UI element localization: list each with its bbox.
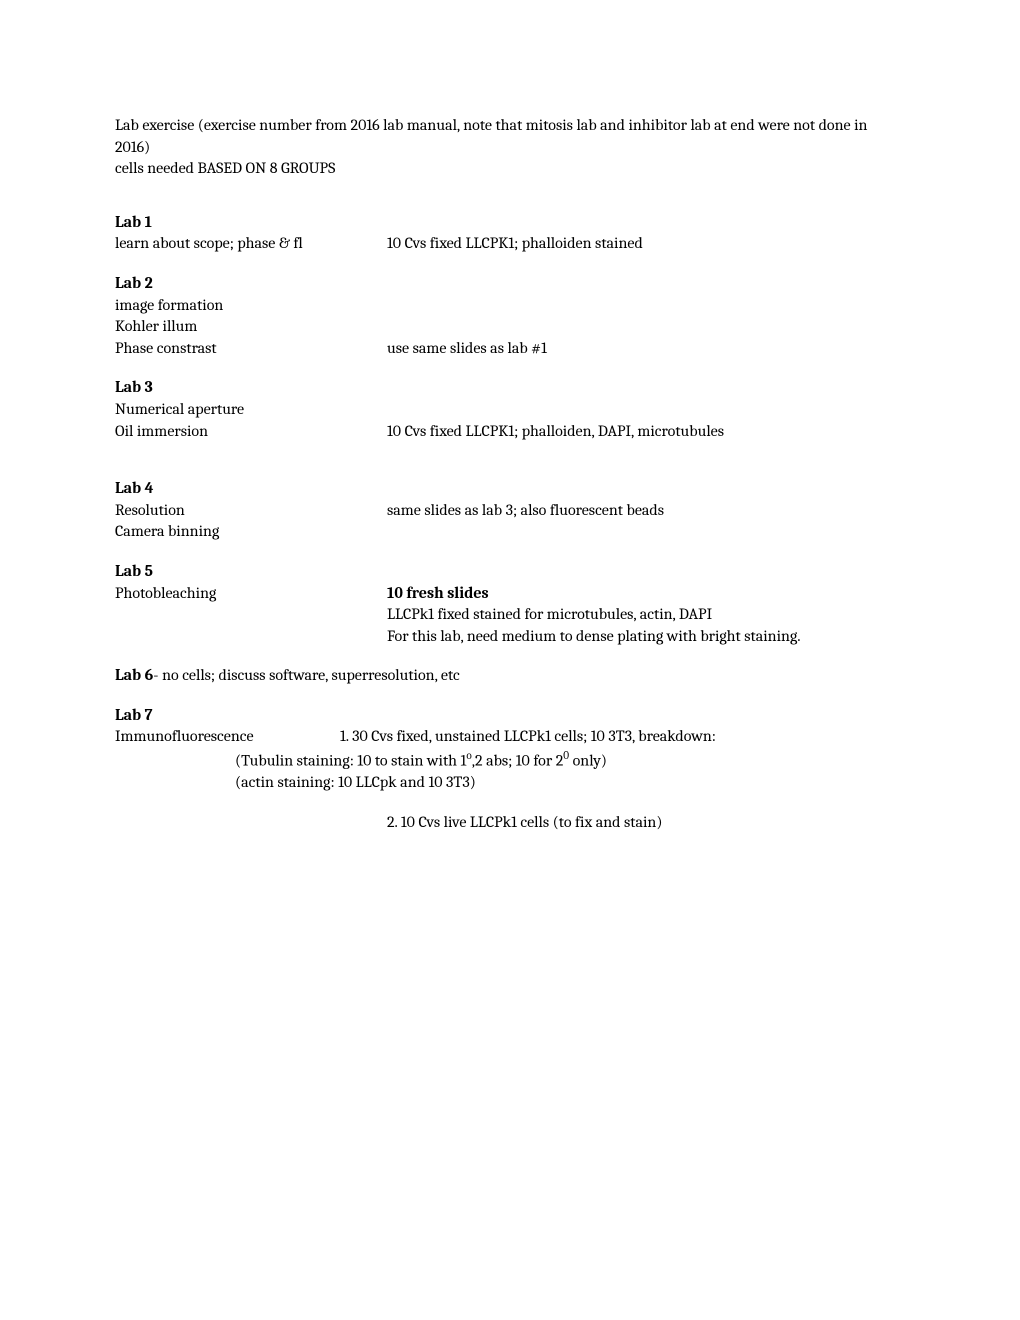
lab7-indent1: (Tubulin staining: 10 to stain with 1o,2… <box>115 748 905 772</box>
lab5-section: Lab 5 Photobleaching 10 fresh slides LLC… <box>115 561 905 647</box>
lab7-spacer <box>115 794 905 812</box>
lab7-indent1-mid: ,2 abs; 10 for 2 <box>472 751 564 769</box>
lab5-right-line2: LLCPk1 fixed stained for microtubules, a… <box>387 604 905 626</box>
lab3-right: 10 Cvs fixed LLCPK1; phalloiden, DAPI, m… <box>387 421 905 443</box>
lab3-section: Lab 3 Numerical aperture Oil immersion 1… <box>115 377 905 442</box>
lab7-row2-left <box>115 812 387 834</box>
lab6-section: Lab 6- no cells; discuss software, super… <box>115 665 905 687</box>
lab3-row: Oil immersion 10 Cvs fixed LLCPK1; phall… <box>115 421 905 443</box>
lab2-section: Lab 2 image formation Kohler illum Phase… <box>115 273 905 359</box>
lab4-line2: Camera binning <box>115 521 905 543</box>
lab4-left: Resolution <box>115 500 387 522</box>
lab5-row: Photobleaching 10 fresh slides LLCPk1 fi… <box>115 583 905 648</box>
lab5-right-col: 10 fresh slides LLCPk1 fixed stained for… <box>387 583 905 648</box>
lab3-title: Lab 3 <box>115 377 905 399</box>
lab2-title: Lab 2 <box>115 273 905 295</box>
lab4-title: Lab 4 <box>115 478 905 500</box>
lab7-section: Lab 7 Immunofluorescence 1. 30 Cvs fixed… <box>115 705 905 833</box>
lab2-right: use same slides as lab #1 <box>387 338 905 360</box>
lab1-row: learn about scope; phase & fl 10 Cvs fix… <box>115 233 905 255</box>
lab4-section: Lab 4 Resolution same slides as lab 3; a… <box>115 478 905 543</box>
lab1-section: Lab 1 learn about scope; phase & fl 10 C… <box>115 212 905 255</box>
lab2-line1: image formation <box>115 295 905 317</box>
lab5-right-bold: 10 fresh slides <box>387 583 905 605</box>
lab2-left: Phase constrast <box>115 338 387 360</box>
lab5-right-line3: For this lab, need medium to dense plati… <box>387 626 905 648</box>
lab1-left: learn about scope; phase & fl <box>115 233 387 255</box>
intro-line1: Lab exercise (exercise number from 2016 … <box>115 115 905 158</box>
intro-section: Lab exercise (exercise number from 2016 … <box>115 115 905 180</box>
lab3-left: Oil immersion <box>115 421 387 443</box>
lab7-indent2: (actin staining: 10 LLCpk and 10 3T3) <box>115 772 905 794</box>
lab4-right: same slides as lab 3; also fluorescent b… <box>387 500 905 522</box>
lab7-title: Lab 7 <box>115 705 905 727</box>
lab7-line1: Immunofluorescence 1. 30 Cvs fixed, unst… <box>115 726 905 748</box>
lab1-right: 10 Cvs fixed LLCPK1; phalloiden stained <box>387 233 905 255</box>
lab7-content2: 2. 10 Cvs live LLCPk1 cells (to fix and … <box>387 812 905 834</box>
lab7-label: Immunofluorescence <box>115 726 340 748</box>
lab4-row: Resolution same slides as lab 3; also fl… <box>115 500 905 522</box>
intro-line2: cells needed BASED ON 8 GROUPS <box>115 158 905 180</box>
lab2-row: Phase constrast use same slides as lab #… <box>115 338 905 360</box>
lab1-title: Lab 1 <box>115 212 905 234</box>
lab5-title: Lab 5 <box>115 561 905 583</box>
lab6-title: Lab 6 <box>115 666 153 684</box>
lab7-indent1-post: only) <box>569 751 607 769</box>
lab3-line1: Numerical aperture <box>115 399 905 421</box>
lab7-row2: 2. 10 Cvs live LLCPk1 cells (to fix and … <box>115 812 905 834</box>
lab2-line2: Kohler illum <box>115 316 905 338</box>
lab7-content1: 1. 30 Cvs fixed, unstained LLCPk1 cells;… <box>340 726 905 748</box>
lab6-rest: - no cells; discuss software, superresol… <box>153 666 459 684</box>
lab5-left: Photobleaching <box>115 583 387 648</box>
lab7-indent1-pre: (Tubulin staining: 10 to stain with 1 <box>235 751 466 769</box>
